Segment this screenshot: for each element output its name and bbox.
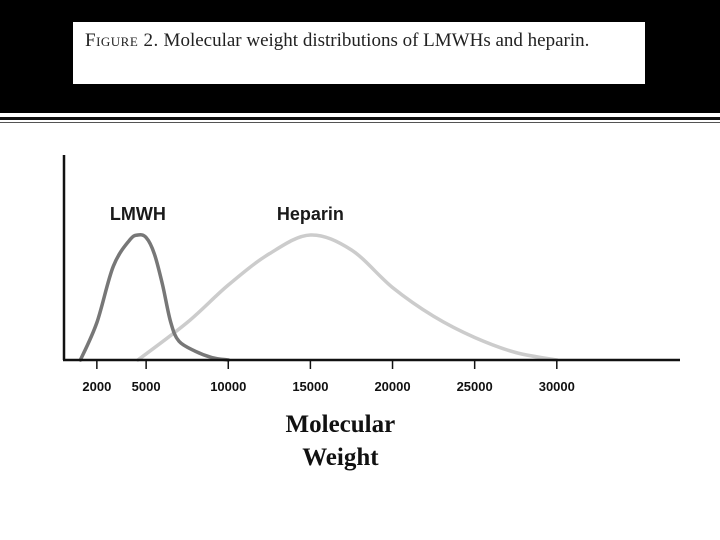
series-label-heparin: Heparin — [277, 204, 344, 224]
x-tick-label-5000: 5000 — [132, 379, 161, 394]
divider-thick — [0, 117, 720, 120]
series-label-layer: LMWH Heparin — [110, 204, 344, 224]
figure-caption: Figure 2. Molecular weight distributions… — [73, 22, 645, 84]
x-tick-label-20000: 20000 — [374, 379, 410, 394]
x-axis-title-line-2: Weight — [302, 444, 379, 471]
caption-body: Molecular weight distributions of LMWHs … — [163, 30, 590, 51]
x-tick-label-25000: 25000 — [457, 379, 493, 394]
x-tick-label-10000: 10000 — [210, 379, 246, 394]
caption-label: Figure 2. — [85, 30, 159, 51]
x-tick-layer: 2000 5000 10000 15000 20000 25000 30000 — [82, 360, 575, 394]
series-line-lmwh — [78, 233, 231, 362]
caption-text: Figure 2. Molecular weight distributions… — [85, 30, 633, 52]
series-layer — [78, 233, 559, 362]
series-line-heparin — [136, 233, 559, 362]
divider-thin — [0, 122, 720, 123]
x-tick-label-15000: 15000 — [292, 379, 328, 394]
x-tick-label-30000: 30000 — [539, 379, 575, 394]
series-label-lmwh: LMWH — [110, 204, 166, 224]
x-axis-title-line-1: Molecular — [286, 411, 396, 438]
x-tick-label-2000: 2000 — [82, 379, 111, 394]
